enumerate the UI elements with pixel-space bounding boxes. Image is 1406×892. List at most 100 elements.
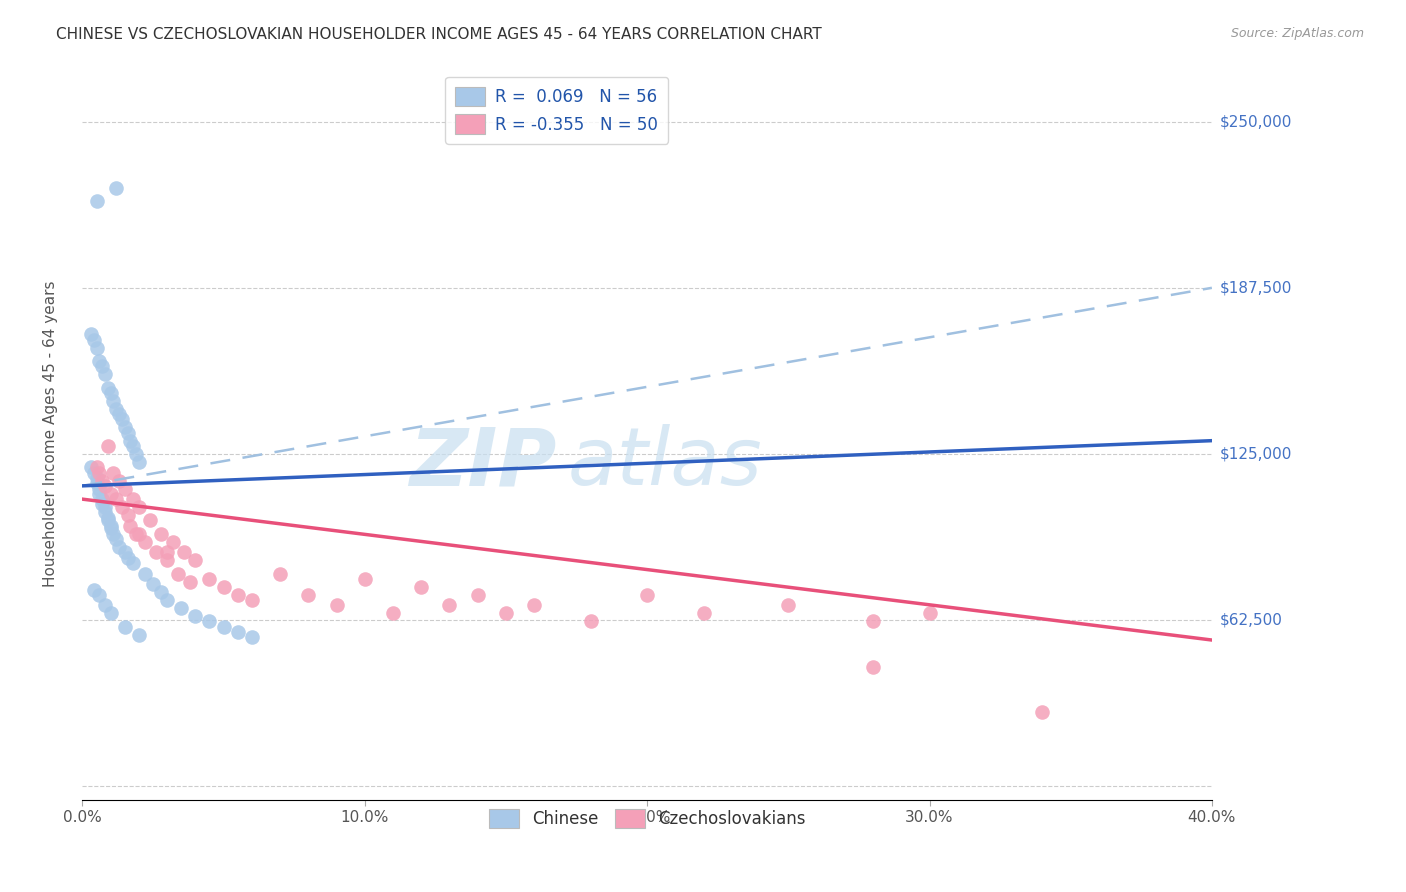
Point [120, 518, 142, 533]
Text: Source: ZipAtlas.com: Source: ZipAtlas.com [1230, 27, 1364, 40]
Point [108, 540, 131, 554]
Point [226, 588, 249, 602]
Point [103, 393, 125, 408]
Point [139, 513, 162, 527]
Point [80, 460, 103, 475]
Point [108, 474, 131, 488]
Point [100, 518, 122, 533]
Point [108, 407, 131, 421]
Point [120, 434, 142, 448]
Point [240, 593, 263, 607]
Point [156, 593, 179, 607]
Point [89, 588, 111, 602]
Point [179, 574, 201, 589]
Point [167, 566, 190, 581]
Point [778, 599, 800, 613]
Point [198, 615, 221, 629]
Point [97, 439, 120, 453]
Point [128, 455, 150, 469]
Point [111, 500, 134, 515]
Point [184, 609, 207, 624]
Point [114, 482, 136, 496]
Point [86, 471, 108, 485]
Point [145, 545, 167, 559]
Point [111, 412, 134, 426]
Point [94, 505, 117, 519]
Point [86, 476, 108, 491]
Point [91, 498, 114, 512]
Point [97, 513, 120, 527]
Point [353, 572, 375, 586]
Point [83, 333, 105, 347]
Point [128, 500, 150, 515]
Point [297, 588, 319, 602]
Point [212, 620, 235, 634]
Point [523, 599, 546, 613]
Point [692, 607, 714, 621]
Text: $62,500: $62,500 [1220, 613, 1284, 628]
Text: $250,000: $250,000 [1220, 114, 1292, 129]
Point [156, 545, 179, 559]
Point [636, 588, 658, 602]
Point [100, 521, 122, 535]
Point [97, 380, 120, 394]
Point [439, 599, 461, 613]
Point [103, 526, 125, 541]
Point [226, 625, 249, 640]
Text: ZIP: ZIP [409, 425, 557, 502]
Point [86, 194, 108, 209]
Point [117, 508, 139, 522]
Point [122, 556, 145, 570]
Point [128, 628, 150, 642]
Point [122, 439, 145, 453]
Point [125, 447, 148, 461]
Point [173, 545, 195, 559]
Point [91, 492, 114, 507]
Point [198, 572, 221, 586]
Point [918, 607, 941, 621]
Point [150, 526, 173, 541]
Point [162, 534, 184, 549]
Point [89, 466, 111, 480]
Point [89, 487, 111, 501]
Point [125, 526, 148, 541]
Point [134, 534, 156, 549]
Point [240, 631, 263, 645]
Point [114, 620, 136, 634]
Point [122, 492, 145, 507]
Point [86, 341, 108, 355]
Point [91, 359, 114, 374]
Point [1031, 705, 1053, 719]
Point [100, 487, 122, 501]
Point [94, 599, 117, 613]
Point [105, 532, 128, 546]
Text: CHINESE VS CZECHOSLOVAKIAN HOUSEHOLDER INCOME AGES 45 - 64 YEARS CORRELATION CHA: CHINESE VS CZECHOSLOVAKIAN HOUSEHOLDER I… [56, 27, 823, 42]
Point [467, 588, 489, 602]
Point [80, 327, 103, 342]
Point [91, 474, 114, 488]
Point [325, 599, 347, 613]
Point [411, 580, 433, 594]
Point [100, 385, 122, 400]
Point [184, 553, 207, 567]
Point [382, 607, 405, 621]
Point [105, 181, 128, 195]
Point [86, 460, 108, 475]
Point [212, 580, 235, 594]
Point [97, 510, 120, 524]
Legend: Chinese, Czechoslovakians: Chinese, Czechoslovakians [482, 803, 813, 835]
Y-axis label: Householder Income Ages 45 - 64 years: Householder Income Ages 45 - 64 years [44, 281, 58, 587]
Point [142, 577, 165, 591]
Point [114, 545, 136, 559]
Point [170, 601, 193, 615]
Point [105, 401, 128, 416]
Point [94, 479, 117, 493]
Point [150, 585, 173, 599]
Point [862, 659, 884, 673]
Point [100, 607, 122, 621]
Point [862, 615, 884, 629]
Point [117, 550, 139, 565]
Point [83, 466, 105, 480]
Point [89, 354, 111, 368]
Point [83, 582, 105, 597]
